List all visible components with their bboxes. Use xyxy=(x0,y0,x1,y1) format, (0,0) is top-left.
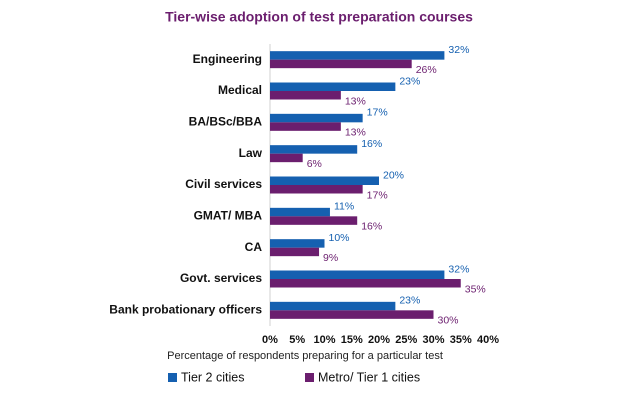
bar xyxy=(270,207,330,217)
category-label: CA xyxy=(245,240,263,254)
value-label: 17% xyxy=(367,189,388,201)
bar xyxy=(270,59,412,69)
x-tick-label: 25% xyxy=(395,334,417,346)
bar xyxy=(270,176,379,185)
value-label: 11% xyxy=(334,201,354,213)
legend-swatch xyxy=(168,373,177,382)
value-label: 32% xyxy=(448,263,469,275)
bar xyxy=(270,113,363,123)
bar xyxy=(270,247,320,257)
legend-label: Tier 2 cities xyxy=(181,370,244,384)
category-label: Law xyxy=(239,146,263,160)
x-tick-label: 10% xyxy=(313,334,335,346)
chart-title: Tier-wise adoption of test preparation c… xyxy=(165,9,473,25)
value-label: 30% xyxy=(438,315,459,327)
bar xyxy=(270,270,445,279)
bar xyxy=(270,122,341,131)
category-label: Govt. services xyxy=(180,271,262,285)
value-label: 13% xyxy=(345,127,366,139)
legend-swatch xyxy=(305,373,314,382)
value-label: 13% xyxy=(345,95,366,107)
value-label: 32% xyxy=(448,44,469,56)
x-tick-label: 20% xyxy=(368,334,390,346)
value-label: 23% xyxy=(399,295,420,307)
bar xyxy=(270,91,341,100)
value-label: 23% xyxy=(399,75,420,87)
category-label: GMAT/ MBA xyxy=(194,209,263,223)
bar xyxy=(270,310,434,319)
x-tick-label: 5% xyxy=(289,334,305,346)
x-tick-label: 0% xyxy=(262,334,278,346)
value-label: 17% xyxy=(367,107,388,119)
x-tick-label: 30% xyxy=(422,334,444,346)
value-label: 20% xyxy=(383,169,404,181)
category-label: Civil services xyxy=(185,177,262,191)
bar xyxy=(270,145,358,154)
bar xyxy=(270,82,396,91)
bar xyxy=(270,51,445,60)
category-label: Bank probationary officers xyxy=(109,303,262,317)
value-label: 6% xyxy=(307,158,322,170)
bar xyxy=(270,153,303,163)
x-tick-label: 35% xyxy=(450,334,472,346)
category-label: BA/BSc/BBA xyxy=(189,115,263,129)
value-label: 16% xyxy=(361,221,382,233)
x-tick-label: 40% xyxy=(477,334,499,346)
category-label: Medical xyxy=(218,83,262,97)
value-label: 26% xyxy=(416,64,437,76)
bar xyxy=(270,279,461,288)
value-label: 35% xyxy=(465,283,486,295)
bar xyxy=(270,239,325,248)
legend-label: Metro/ Tier 1 cities xyxy=(318,370,420,384)
bar xyxy=(270,185,363,194)
value-label: 16% xyxy=(361,138,382,150)
bar xyxy=(270,216,358,225)
value-label: 9% xyxy=(323,252,338,264)
category-label: Engineering xyxy=(193,52,262,66)
value-label: 10% xyxy=(329,232,350,244)
x-tick-label: 15% xyxy=(341,334,363,346)
x-axis-label: Percentage of respondents preparing for … xyxy=(167,350,443,362)
bar xyxy=(270,301,396,311)
